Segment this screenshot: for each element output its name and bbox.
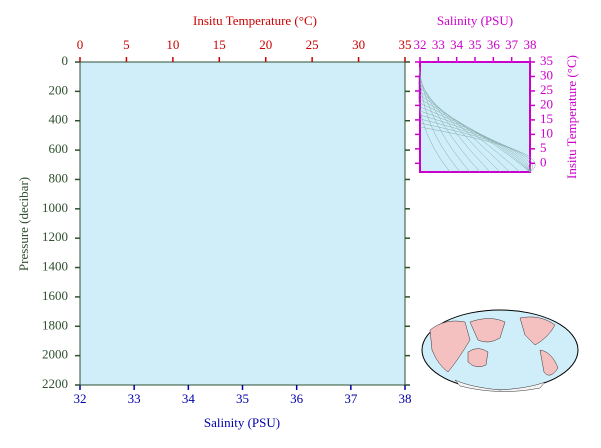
x-tick-label: 32 [74,391,87,406]
density-contour [419,102,531,173]
x-tick-label: 33 [128,391,141,406]
x-tick-label: 10 [166,37,179,52]
density-contour [419,74,471,173]
y-tick-label: 1000 [42,200,68,215]
density-contour [419,86,501,173]
y-tick-label: 30 [540,67,553,82]
y-tick-label: 10 [540,125,553,140]
top-axis-title: Insitu Temperature (°C) [193,13,317,28]
profile-plot-area [79,61,406,386]
x-tick-label: 34 [182,391,196,406]
x-tick-label: 36 [290,391,304,406]
density-contour [419,94,521,173]
y-tick-label: 2000 [42,347,68,362]
ts-x-axis-title: Salinity (PSU) [437,13,513,28]
x-tick-label: 5 [123,37,130,52]
x-tick-label: 32 [414,37,427,52]
y-tick-label: 1200 [42,229,68,244]
density-contour [419,70,461,173]
x-tick-label: 33 [432,37,445,52]
x-tick-label: 37 [505,37,519,52]
x-tick-label: 0 [77,37,84,52]
density-contour [419,106,531,173]
density-contours [417,66,536,173]
ts-y-axis-title: Insitu Temperature (°C) [564,55,579,179]
y-tick-label: 0 [540,154,547,169]
density-contour [419,78,481,173]
x-tick-label: 35 [236,391,249,406]
x-tick-label: 20 [259,37,272,52]
density-contour [419,126,536,173]
x-tick-label: 30 [352,37,365,52]
y-tick-label: 5 [540,140,547,155]
y-tick-label: 600 [49,141,69,156]
y-tick-label: 1400 [42,259,68,274]
y-tick-label: 800 [49,170,69,185]
x-tick-label: 38 [524,37,537,52]
x-tick-label: 35 [469,37,482,52]
x-tick-label: 25 [306,37,319,52]
y-tick-label: 20 [540,96,553,111]
y-tick-label: 1600 [42,288,68,303]
density-contour [417,66,451,173]
x-tick-label: 37 [344,391,358,406]
bottom-axis-title: Salinity (PSU) [204,415,280,430]
y-axis-title: Pressure (decibar) [16,177,31,271]
y-tick-label: 25 [540,82,553,97]
y-tick-label: 1800 [42,317,68,332]
y-tick-label: 35 [540,53,553,68]
x-tick-label: 35 [399,37,412,52]
density-contour [419,90,511,173]
y-tick-label: 2200 [42,376,68,391]
x-tick-label: 36 [487,37,501,52]
world-map [421,309,579,392]
x-tick-label: 34 [450,37,464,52]
y-tick-label: 200 [49,82,69,97]
y-tick-label: 15 [540,111,553,126]
density-contour [419,82,491,173]
y-tick-label: 400 [49,112,69,127]
y-tick-label: 0 [62,53,69,68]
x-tick-label: 15 [213,37,226,52]
x-tick-label: 38 [399,391,412,406]
